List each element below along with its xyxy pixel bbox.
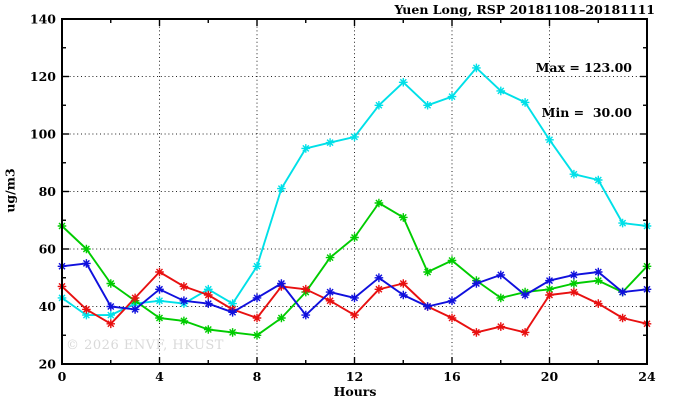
stats-box: Max = 123.00 Min = 30.00: [536, 30, 632, 150]
y-axis-label: ug/m3: [2, 168, 18, 213]
x-tick-label: 12: [346, 369, 363, 384]
y-tick-label: 80: [39, 184, 57, 199]
stat-max: Max = 123.00: [535, 60, 632, 75]
watermark: © 2026 ENVF, HKUST: [66, 338, 224, 353]
y-tick-label: 20: [39, 356, 57, 371]
y-tick-label: 60: [39, 241, 57, 256]
plot-frame: [61, 18, 648, 365]
y-tick-label: 140: [30, 11, 56, 26]
x-tick-label: 20: [541, 369, 559, 384]
x-tick-labels: 0 4 8 12 16 20 24: [58, 369, 656, 384]
y-tick-label: 120: [30, 69, 56, 84]
x-tick-label: 24: [638, 369, 656, 384]
chart-title: Yuen Long, RSP 20181108–20181111: [394, 2, 655, 17]
y-tick-label: 40: [39, 299, 57, 314]
y-tick-labels: 20 40 60 80 100 120 140: [30, 11, 56, 371]
stat-min: Min = 30.00: [541, 105, 632, 120]
x-tick-label: 0: [58, 369, 67, 384]
x-tick-label: 16: [443, 369, 461, 384]
y-tick-label: 100: [30, 126, 56, 141]
grid-lines: [62, 19, 647, 364]
x-axis-label: Hours: [333, 384, 377, 399]
x-tick-label: 4: [155, 369, 164, 384]
x-tick-label: 8: [253, 369, 262, 384]
